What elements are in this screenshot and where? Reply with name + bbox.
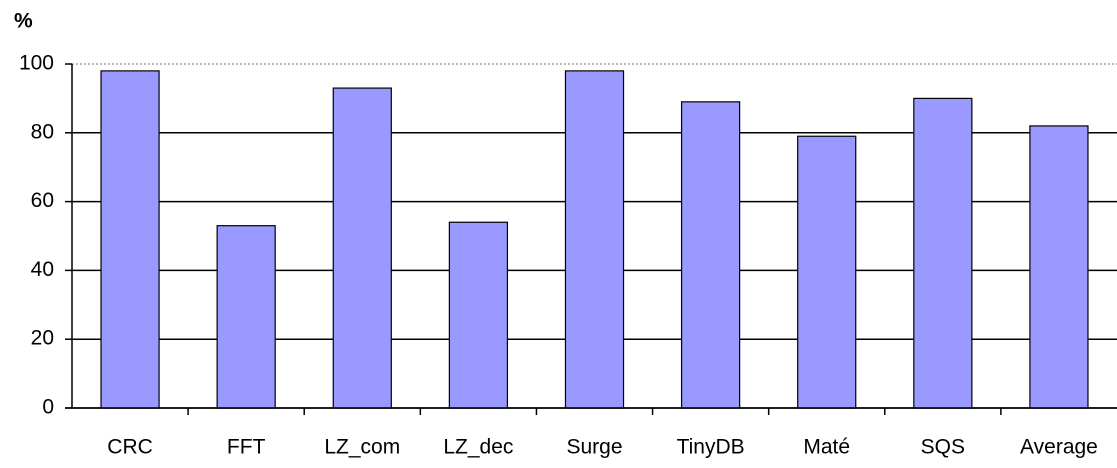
y-axis-label: % [14, 10, 33, 33]
bar [448, 221, 509, 409]
x-tick-label: Average [1020, 436, 1098, 459]
bar [100, 70, 160, 409]
x-tick-label: CRC [107, 436, 153, 459]
bar [216, 225, 276, 409]
bar [1029, 125, 1089, 409]
y-tick-label: 40 [31, 258, 54, 281]
x-tick-label: FFT [227, 436, 266, 459]
y-tick-label: 100 [19, 52, 54, 75]
y-tick-label: 20 [31, 327, 54, 350]
y-tick-label: 60 [31, 189, 54, 212]
bar [564, 70, 625, 409]
bar [797, 135, 857, 409]
x-tick-label: LZ_dec [443, 436, 513, 459]
x-tick-label: TinyDB [677, 436, 745, 459]
x-tick-label: Surge [566, 436, 622, 459]
x-tick-label: LZ_com [324, 436, 400, 459]
x-tick-label: Maté [803, 436, 850, 459]
y-tick-label: 80 [31, 120, 54, 143]
bar [680, 101, 741, 409]
x-tick-label: SQS [921, 436, 965, 459]
y-tick-label: 0 [42, 396, 54, 419]
bar [913, 97, 973, 409]
bar [332, 87, 392, 409]
